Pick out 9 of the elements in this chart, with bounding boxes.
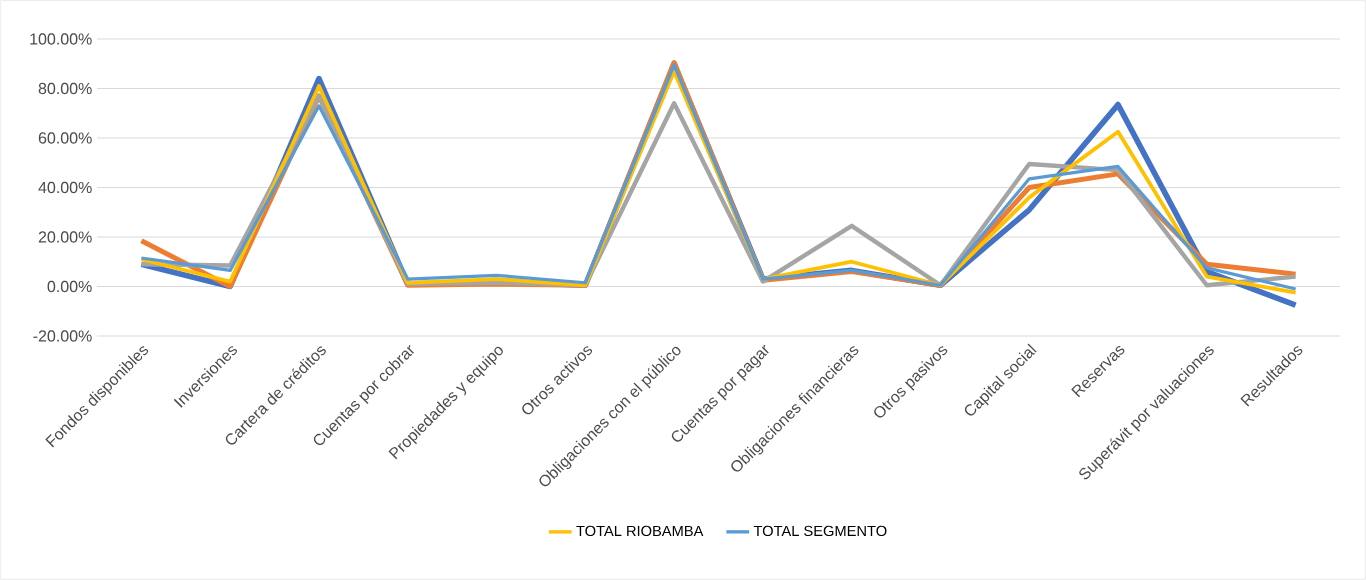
y-tick-label: 100.00%	[30, 33, 92, 45]
y-tick-label: 80.00%	[38, 82, 92, 95]
y-tick-label: 20.00%	[38, 231, 92, 243]
y-tick-label: 0.00%	[47, 280, 92, 293]
legend-label: TOTAL SEGMENTO	[753, 525, 887, 537]
y-tick-label: 60.00%	[38, 132, 92, 144]
legend-label: TOTAL RIOBAMBA	[576, 525, 704, 537]
y-tick-label: -20.00%	[33, 330, 92, 342]
y-tick-label: 40.00%	[38, 181, 92, 194]
